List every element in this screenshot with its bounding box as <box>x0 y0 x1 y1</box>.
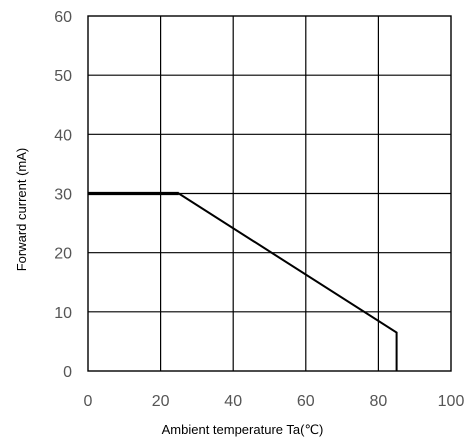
y-axis-title: Forward current (mA) <box>14 148 29 272</box>
y-tick-label: 10 <box>54 305 72 322</box>
y-tick-label: 60 <box>54 9 72 26</box>
x-tick-label: 60 <box>297 393 315 410</box>
y-tick-label: 30 <box>54 187 72 204</box>
y-axis-tick-labels: 0 10 20 30 40 50 60 <box>54 9 72 381</box>
x-tick-label: 40 <box>224 393 242 410</box>
series-group <box>88 191 398 371</box>
x-tick-label: 80 <box>370 393 388 410</box>
y-tick-label: 20 <box>54 246 72 263</box>
x-tick-label: 100 <box>438 393 465 410</box>
y-tick-label: 50 <box>54 68 72 85</box>
y-tick-label: 0 <box>63 364 72 381</box>
series-line-0 <box>88 192 398 371</box>
x-axis-title: Ambient temperature Ta(℃) <box>162 422 324 437</box>
x-tick-label: 0 <box>84 393 93 410</box>
x-tick-label: 20 <box>152 393 170 410</box>
x-axis-tick-labels: 0 20 40 60 80 100 <box>84 393 465 410</box>
y-tick-label: 40 <box>54 127 72 144</box>
